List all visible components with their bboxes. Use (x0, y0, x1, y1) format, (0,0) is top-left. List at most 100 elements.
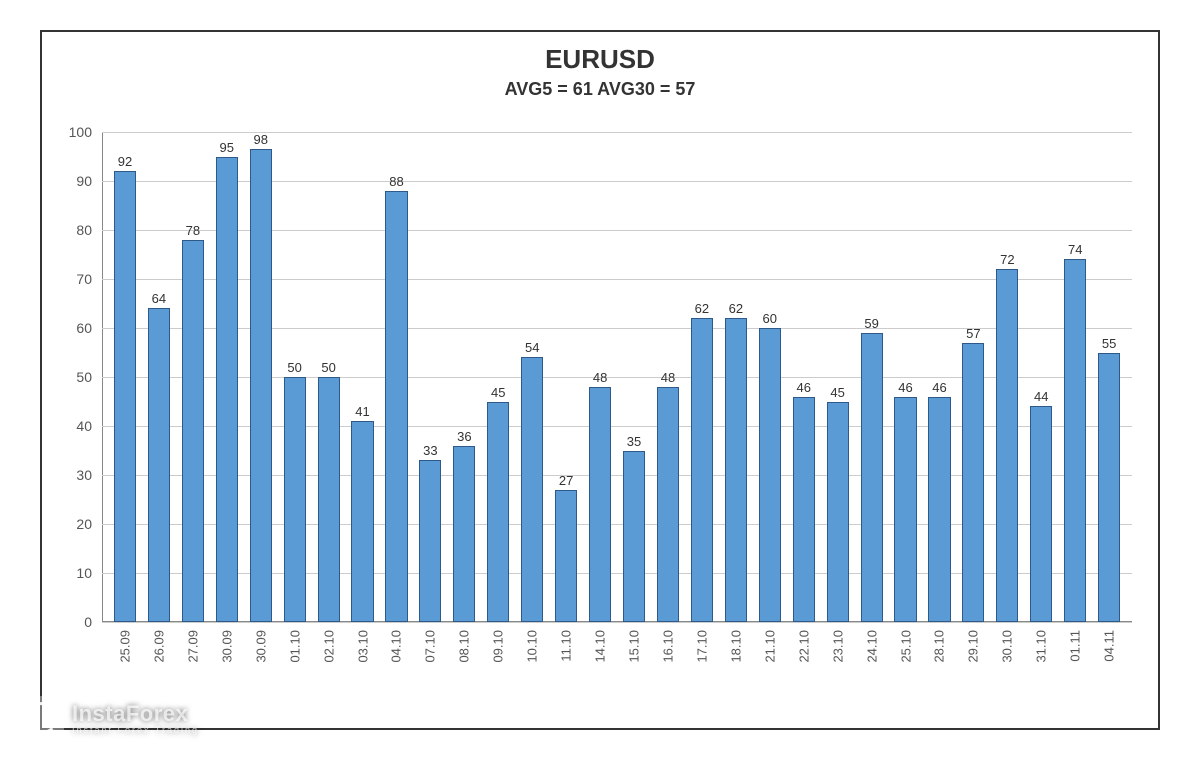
x-tick-label: 21.10 (762, 630, 777, 663)
bar-wrap: 4625.10 (891, 132, 921, 622)
bar (589, 387, 611, 622)
bar-value-label: 35 (627, 434, 641, 449)
y-tick-label: 90 (76, 173, 92, 189)
bar-wrap: 9830.09 (246, 132, 276, 622)
bar-wrap: 5729.10 (958, 132, 988, 622)
bar-value-label: 36 (457, 429, 471, 444)
x-tick-label: 25.09 (117, 630, 132, 663)
bar-wrap: 7827.09 (178, 132, 208, 622)
y-tick-label: 40 (76, 418, 92, 434)
bar-value-label: 55 (1102, 336, 1116, 351)
bar-value-label: 50 (321, 360, 335, 375)
bar-value-label: 59 (864, 316, 878, 331)
bar (114, 171, 136, 622)
x-tick-label: 04.10 (389, 630, 404, 663)
x-tick-label: 26.09 (151, 630, 166, 663)
bar (284, 377, 306, 622)
y-tick-label: 70 (76, 271, 92, 287)
x-tick-label: 17.10 (694, 630, 709, 663)
bar-value-label: 45 (491, 385, 505, 400)
bar-value-label: 46 (898, 380, 912, 395)
bar (928, 397, 950, 622)
bar-wrap: 9530.09 (212, 132, 242, 622)
bar-wrap: 4628.10 (925, 132, 955, 622)
bar (894, 397, 916, 622)
bar (793, 397, 815, 622)
bar-value-label: 64 (152, 291, 166, 306)
bar (996, 269, 1018, 622)
bar (962, 343, 984, 622)
bar-value-label: 88 (389, 174, 403, 189)
watermark-text: InstaForex Instant Forex Trading (72, 701, 199, 735)
watermark-tagline: Instant Forex Trading (72, 725, 199, 735)
x-tick-label: 30.10 (1000, 630, 1015, 663)
x-tick-label: 18.10 (728, 630, 743, 663)
x-tick-label: 09.10 (491, 630, 506, 663)
bar-wrap: 5001.10 (280, 132, 310, 622)
bar (1098, 353, 1120, 623)
bar (182, 240, 204, 622)
bar-value-label: 45 (830, 385, 844, 400)
bar (827, 402, 849, 623)
bar-wrap: 4816.10 (653, 132, 683, 622)
x-tick-label: 10.10 (525, 630, 540, 663)
bar-wrap: 3515.10 (619, 132, 649, 622)
x-tick-label: 16.10 (660, 630, 675, 663)
bar-wrap: 2711.10 (551, 132, 581, 622)
x-tick-label: 31.10 (1034, 630, 1049, 663)
bar-value-label: 57 (966, 326, 980, 341)
x-tick-label: 22.10 (796, 630, 811, 663)
bar-wrap: 6218.10 (721, 132, 751, 622)
x-tick-label: 15.10 (627, 630, 642, 663)
bar-wrap: 7230.10 (992, 132, 1022, 622)
bar (555, 490, 577, 622)
bar-wrap: 3608.10 (449, 132, 479, 622)
plot-area: 0102030405060708090100 9225.096426.09782… (102, 132, 1132, 622)
x-tick-label: 08.10 (457, 630, 472, 663)
bar-wrap: 4509.10 (483, 132, 513, 622)
bar (250, 149, 272, 622)
bar-wrap: 7401.11 (1060, 132, 1090, 622)
bar-value-label: 95 (220, 140, 234, 155)
bar-value-label: 62 (729, 301, 743, 316)
bar-wrap: 5924.10 (857, 132, 887, 622)
x-tick-label: 01.10 (287, 630, 302, 663)
bar (691, 318, 713, 622)
bar-value-label: 72 (1000, 252, 1014, 267)
x-tick-label: 23.10 (830, 630, 845, 663)
bar-wrap: 8804.10 (382, 132, 412, 622)
bar-wrap: 6021.10 (755, 132, 785, 622)
x-tick-label: 30.09 (219, 630, 234, 663)
bar (725, 318, 747, 622)
bar (1030, 406, 1052, 622)
x-tick-label: 30.09 (253, 630, 268, 663)
x-tick-label: 29.10 (966, 630, 981, 663)
bar-value-label: 50 (287, 360, 301, 375)
bar-value-label: 60 (763, 311, 777, 326)
watermark-logo-icon (20, 696, 64, 740)
bar-value-label: 54 (525, 340, 539, 355)
x-tick-label: 03.10 (355, 630, 370, 663)
watermark: InstaForex Instant Forex Trading (20, 696, 199, 740)
watermark-brand: InstaForex (72, 701, 199, 727)
bar-wrap: 5504.11 (1094, 132, 1124, 622)
y-tick-label: 0 (84, 614, 92, 630)
bar-wrap: 9225.09 (110, 132, 140, 622)
bar (657, 387, 679, 622)
bar-value-label: 27 (559, 473, 573, 488)
bar-wrap: 4103.10 (348, 132, 378, 622)
chart-subtitle: AVG5 = 61 AVG30 = 57 (42, 79, 1158, 100)
bar (1064, 259, 1086, 622)
bar (487, 402, 509, 623)
x-tick-label: 07.10 (423, 630, 438, 663)
y-tick-label: 10 (76, 565, 92, 581)
bar-wrap: 6217.10 (687, 132, 717, 622)
y-tick-label: 30 (76, 467, 92, 483)
bar (759, 328, 781, 622)
x-tick-label: 02.10 (321, 630, 336, 663)
bar (453, 446, 475, 622)
chart-container: EURUSD AVG5 = 61 AVG30 = 57 010203040506… (40, 30, 1160, 730)
bar-value-label: 98 (253, 132, 267, 147)
bar-wrap: 5002.10 (314, 132, 344, 622)
y-tick-label: 60 (76, 320, 92, 336)
